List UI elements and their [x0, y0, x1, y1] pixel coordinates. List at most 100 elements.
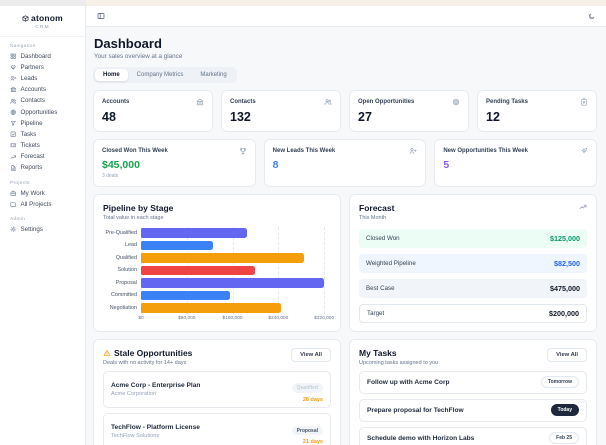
pipeline-by-stage-panel: Pipeline by Stage Total value in each st… — [93, 194, 341, 332]
folder-icon — [10, 201, 17, 208]
chart-category-label: Lead — [125, 242, 137, 248]
task-list-item[interactable]: Schedule demo with Horizon Labs Feb 25 — [359, 426, 587, 445]
clipboard-icon — [580, 97, 588, 106]
panel-subtitle: Upcoming tasks assigned to you — [359, 359, 439, 366]
sparkles-icon — [580, 147, 588, 155]
sidebar-item-dashboard[interactable]: Dashboard — [0, 51, 85, 62]
chart-bar-row — [141, 289, 331, 302]
sidebar-item-tickets[interactable]: Tickets — [0, 140, 85, 151]
topbar — [86, 6, 606, 27]
sidebar-section-projects: Projects — [10, 180, 30, 186]
stat-card-contacts[interactable]: Contacts 132 — [221, 89, 341, 132]
chart-x-tick-label: $240,000 — [268, 316, 289, 321]
target-icon — [452, 98, 460, 106]
chart-bar — [141, 253, 305, 263]
tab-marketing[interactable]: Marketing — [200, 71, 227, 78]
view-all-button[interactable]: View All — [291, 348, 331, 362]
panel-title: My Tasks — [359, 348, 397, 358]
stage-badge: Proposal — [291, 425, 323, 436]
stat-value: 12 — [486, 109, 500, 124]
chart-category-label: Negotiation — [109, 304, 137, 311]
view-all-button[interactable]: View All — [547, 348, 587, 362]
stat-card-new-opportunities-week[interactable]: New Opportunities This Week 5 — [434, 138, 598, 187]
forecast-row-weighted-pipeline: Weighted Pipeline $82,500 — [359, 253, 587, 273]
stage-badge: Qualified — [291, 383, 323, 393]
forecast-label: Target — [367, 309, 385, 317]
chart-x-tick-label: $160,000 — [222, 316, 243, 321]
stat-value: 5 — [443, 158, 450, 171]
moon-icon[interactable] — [588, 13, 595, 20]
sidebar-item-opportunities[interactable]: Opportunities — [0, 106, 85, 117]
chart-category-label: Solution — [117, 267, 137, 273]
sidebar-item-label: Settings — [20, 226, 43, 234]
forecast-row-target: Target $200,000 — [359, 303, 587, 323]
page-title: Dashboard — [94, 36, 162, 51]
briefcase-icon — [10, 190, 17, 197]
chart-x-tick-label: $320,000 — [314, 316, 335, 321]
chart-gridline — [278, 226, 280, 314]
page-content: Dashboard Your sales overview at a glanc… — [86, 27, 606, 445]
panel-title: Pipeline by Stage — [103, 203, 174, 213]
sidebar-item-tasks[interactable]: Tasks — [0, 129, 85, 140]
main-area: Dashboard Your sales overview at a glanc… — [86, 6, 606, 445]
stat-card-open-opportunities[interactable]: Open Opportunities 27 — [349, 89, 469, 132]
trophy-icon — [239, 147, 247, 155]
panel-subtitle: Deals with no activity for 14+ days — [103, 359, 187, 366]
stat-card-new-leads-week[interactable]: New Leads This Week 8 — [263, 138, 427, 187]
chart-category-labels: Pre-Qualified Lead Qualified Solution Propos… — [103, 227, 141, 315]
user-plus-icon — [409, 147, 418, 155]
user-plus-icon — [10, 75, 17, 82]
sidebar-section-admin: Admin — [10, 216, 26, 222]
sidebar-item-reports[interactable]: Reports — [0, 162, 85, 173]
my-tasks-panel: My Tasks Upcoming tasks assigned to you … — [349, 339, 597, 445]
opportunity-company: Acme Corporation — [111, 390, 157, 397]
stat-card-closed-won-week[interactable]: Closed Won This Week $45,000 3 deals — [93, 138, 256, 187]
forecast-row-best-case: Best Case $475,000 — [359, 278, 587, 298]
stat-card-pending-tasks[interactable]: Pending Tasks 12 — [477, 89, 597, 132]
sidebar-item-contacts[interactable]: Contacts — [0, 95, 85, 106]
chart-bar-row — [141, 252, 331, 265]
middle-panels-row: Pipeline by Stage Total value in each st… — [93, 194, 597, 332]
chart-bar — [141, 228, 247, 238]
stat-value: 8 — [272, 158, 279, 171]
forecast-panel: Forecast This Month Closed Won $125,000 … — [349, 194, 597, 332]
chart-x-axis: $0 $80,000 $160,000 $240,000 $320,000 — [138, 316, 335, 323]
sidebar-item-label: Leads — [20, 74, 38, 82]
sidebar-item-label: Pipeline — [20, 119, 43, 127]
stat-label: Contacts — [230, 98, 256, 105]
sidebar-item-pipeline[interactable]: Pipeline — [0, 118, 85, 129]
sidebar-item-leads[interactable]: Leads — [0, 73, 85, 84]
sidebar-item-my-work[interactable]: My Work — [0, 188, 85, 199]
stat-card-accounts[interactable]: Accounts 48 — [93, 89, 213, 132]
bank-icon — [10, 86, 17, 93]
sidebar-item-label: Dashboard — [20, 52, 51, 60]
tab-company-metrics[interactable]: Company Metrics — [136, 71, 184, 78]
funnel-icon — [10, 120, 17, 127]
chart-plot-area — [141, 226, 331, 314]
sidebar-item-label: Forecast — [20, 153, 45, 161]
age-label: 21 days — [302, 439, 323, 445]
stat-label: Closed Won This Week — [102, 147, 168, 154]
due-badge: Today — [550, 404, 579, 416]
tab-home[interactable]: Home — [95, 68, 128, 81]
task-title: Prepare proposal for TechFlow — [367, 406, 464, 414]
panel-title: Forecast — [359, 203, 395, 213]
sidebar-item-accounts[interactable]: Accounts — [0, 84, 85, 95]
sidebar-item-all-projects[interactable]: All Projects — [0, 199, 85, 210]
sidebar-item-settings[interactable]: Settings — [0, 224, 85, 235]
sidebar-item-partners[interactable]: Partners — [0, 62, 85, 73]
panel-subtitle: This Month — [359, 214, 387, 221]
stale-list-item[interactable]: Acme Corp - Enterprise Plan Acme Corpora… — [103, 370, 331, 408]
forecast-value: $200,000 — [549, 308, 579, 318]
stat-value: 132 — [230, 109, 251, 124]
age-label: 28 days — [302, 396, 323, 403]
task-list-item[interactable]: Follow up with Acme Corp Tomorrow — [359, 370, 587, 394]
trend-up-icon — [579, 203, 587, 211]
sidebar-item-label: Tasks — [20, 130, 37, 138]
sidebar-toggle-icon[interactable] — [97, 12, 105, 20]
task-list-item[interactable]: Prepare proposal for TechFlow Today — [359, 398, 587, 422]
forecast-row-closed-won: Closed Won $125,000 — [359, 228, 587, 248]
chart-bar-row — [141, 227, 331, 240]
sidebar-item-forecast[interactable]: Forecast — [0, 151, 85, 162]
stale-list-item[interactable]: TechFlow - Platform License TechFlow Sol… — [103, 413, 331, 445]
